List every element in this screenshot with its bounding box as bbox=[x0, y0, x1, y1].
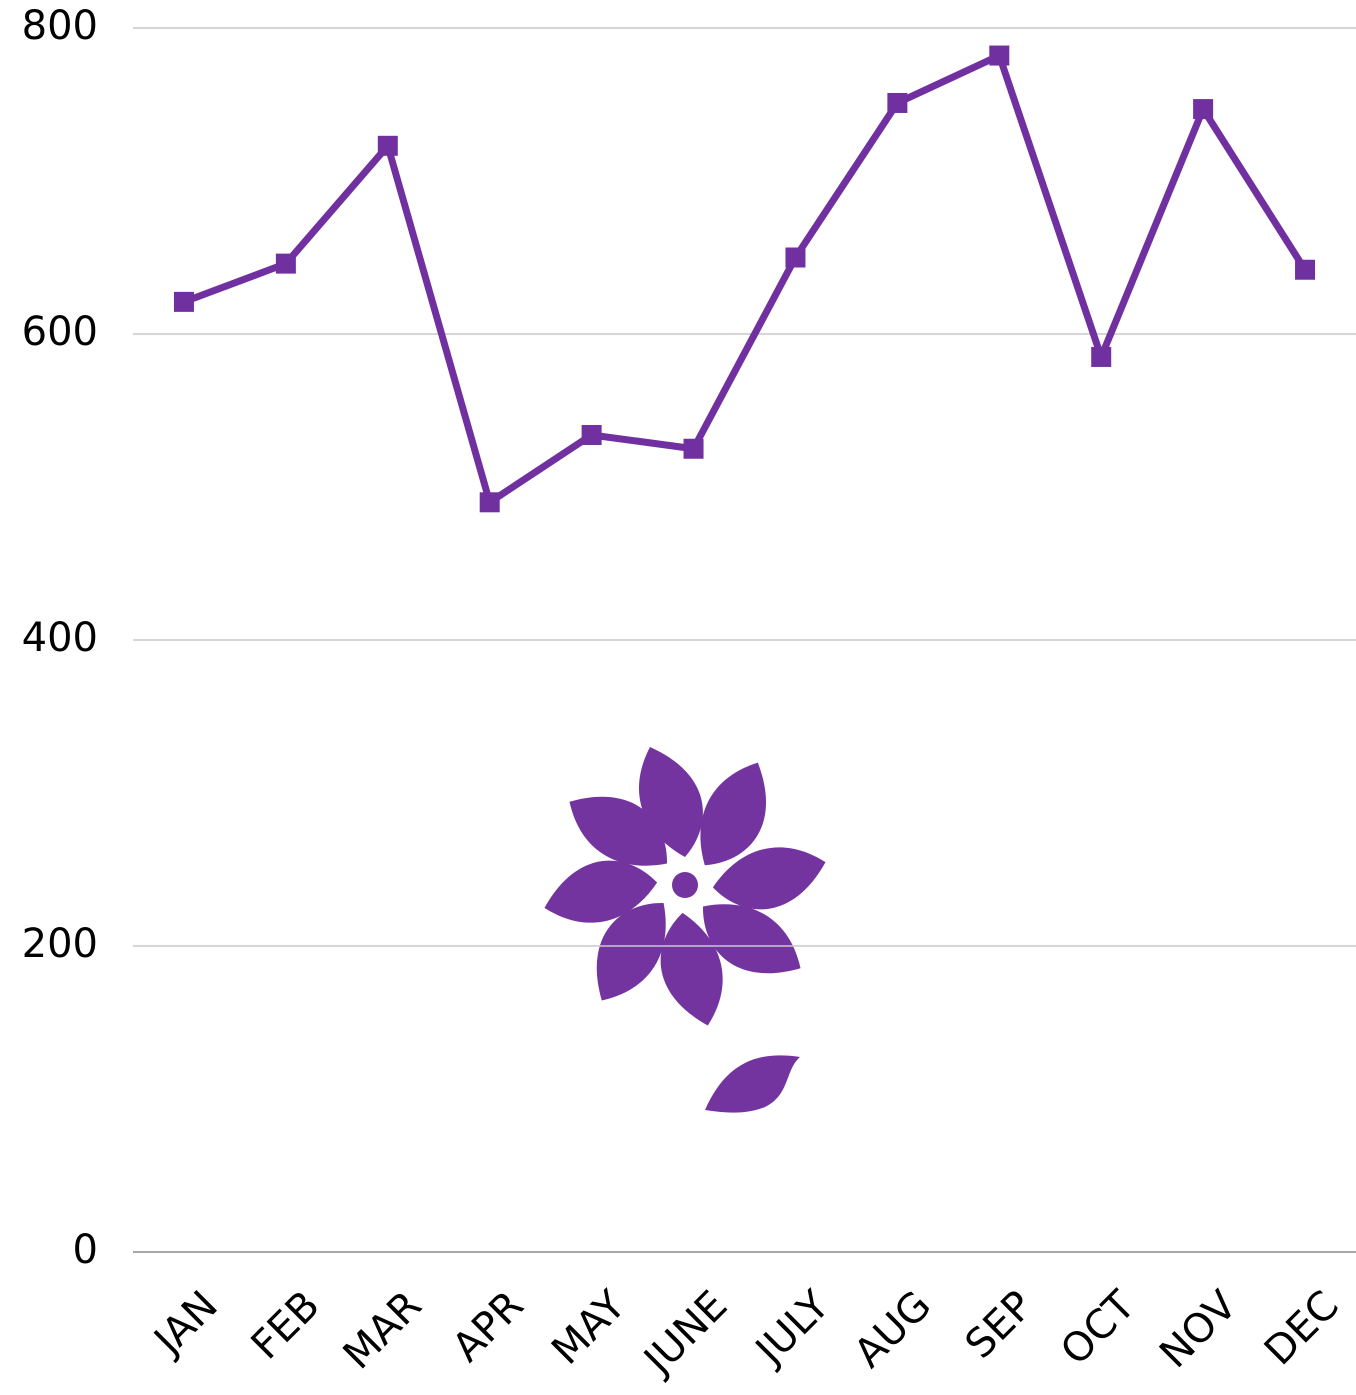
marker bbox=[785, 247, 806, 268]
x-tick-label: MAR bbox=[335, 1282, 431, 1378]
y-tick-label: 800 bbox=[22, 3, 98, 49]
marker bbox=[1295, 259, 1316, 280]
x-tick-label: SEP bbox=[957, 1282, 1042, 1367]
marker bbox=[377, 135, 398, 156]
y-tick-label: 400 bbox=[22, 615, 98, 661]
marker bbox=[275, 253, 296, 274]
y-tick-label: 600 bbox=[22, 309, 98, 355]
line bbox=[182, 52, 1308, 506]
marker bbox=[173, 291, 194, 312]
marker bbox=[1091, 346, 1112, 367]
x-tick-label: JUNE bbox=[634, 1282, 737, 1385]
x-tick-label: OCT bbox=[1052, 1282, 1144, 1374]
flower-decoration bbox=[544, 747, 826, 1113]
marker bbox=[989, 45, 1010, 66]
x-tick-label: JULY bbox=[745, 1282, 838, 1375]
x-tick-label: AUG bbox=[846, 1282, 940, 1376]
x-tick-label: NOV bbox=[1151, 1282, 1246, 1377]
marker bbox=[1193, 99, 1214, 120]
x-tick-label: MAY bbox=[543, 1282, 635, 1374]
marker bbox=[581, 424, 602, 445]
x-tick-label: DEC bbox=[1256, 1282, 1348, 1374]
x-tick-label: APR bbox=[444, 1282, 533, 1371]
marker bbox=[887, 92, 908, 113]
marker bbox=[479, 492, 500, 513]
y-tick-label: 0 bbox=[73, 1227, 98, 1273]
x-tick-label: JAN bbox=[144, 1282, 227, 1365]
x-tick-label: FEB bbox=[243, 1282, 329, 1368]
marker bbox=[683, 438, 704, 459]
y-tick-label: 200 bbox=[22, 921, 98, 967]
